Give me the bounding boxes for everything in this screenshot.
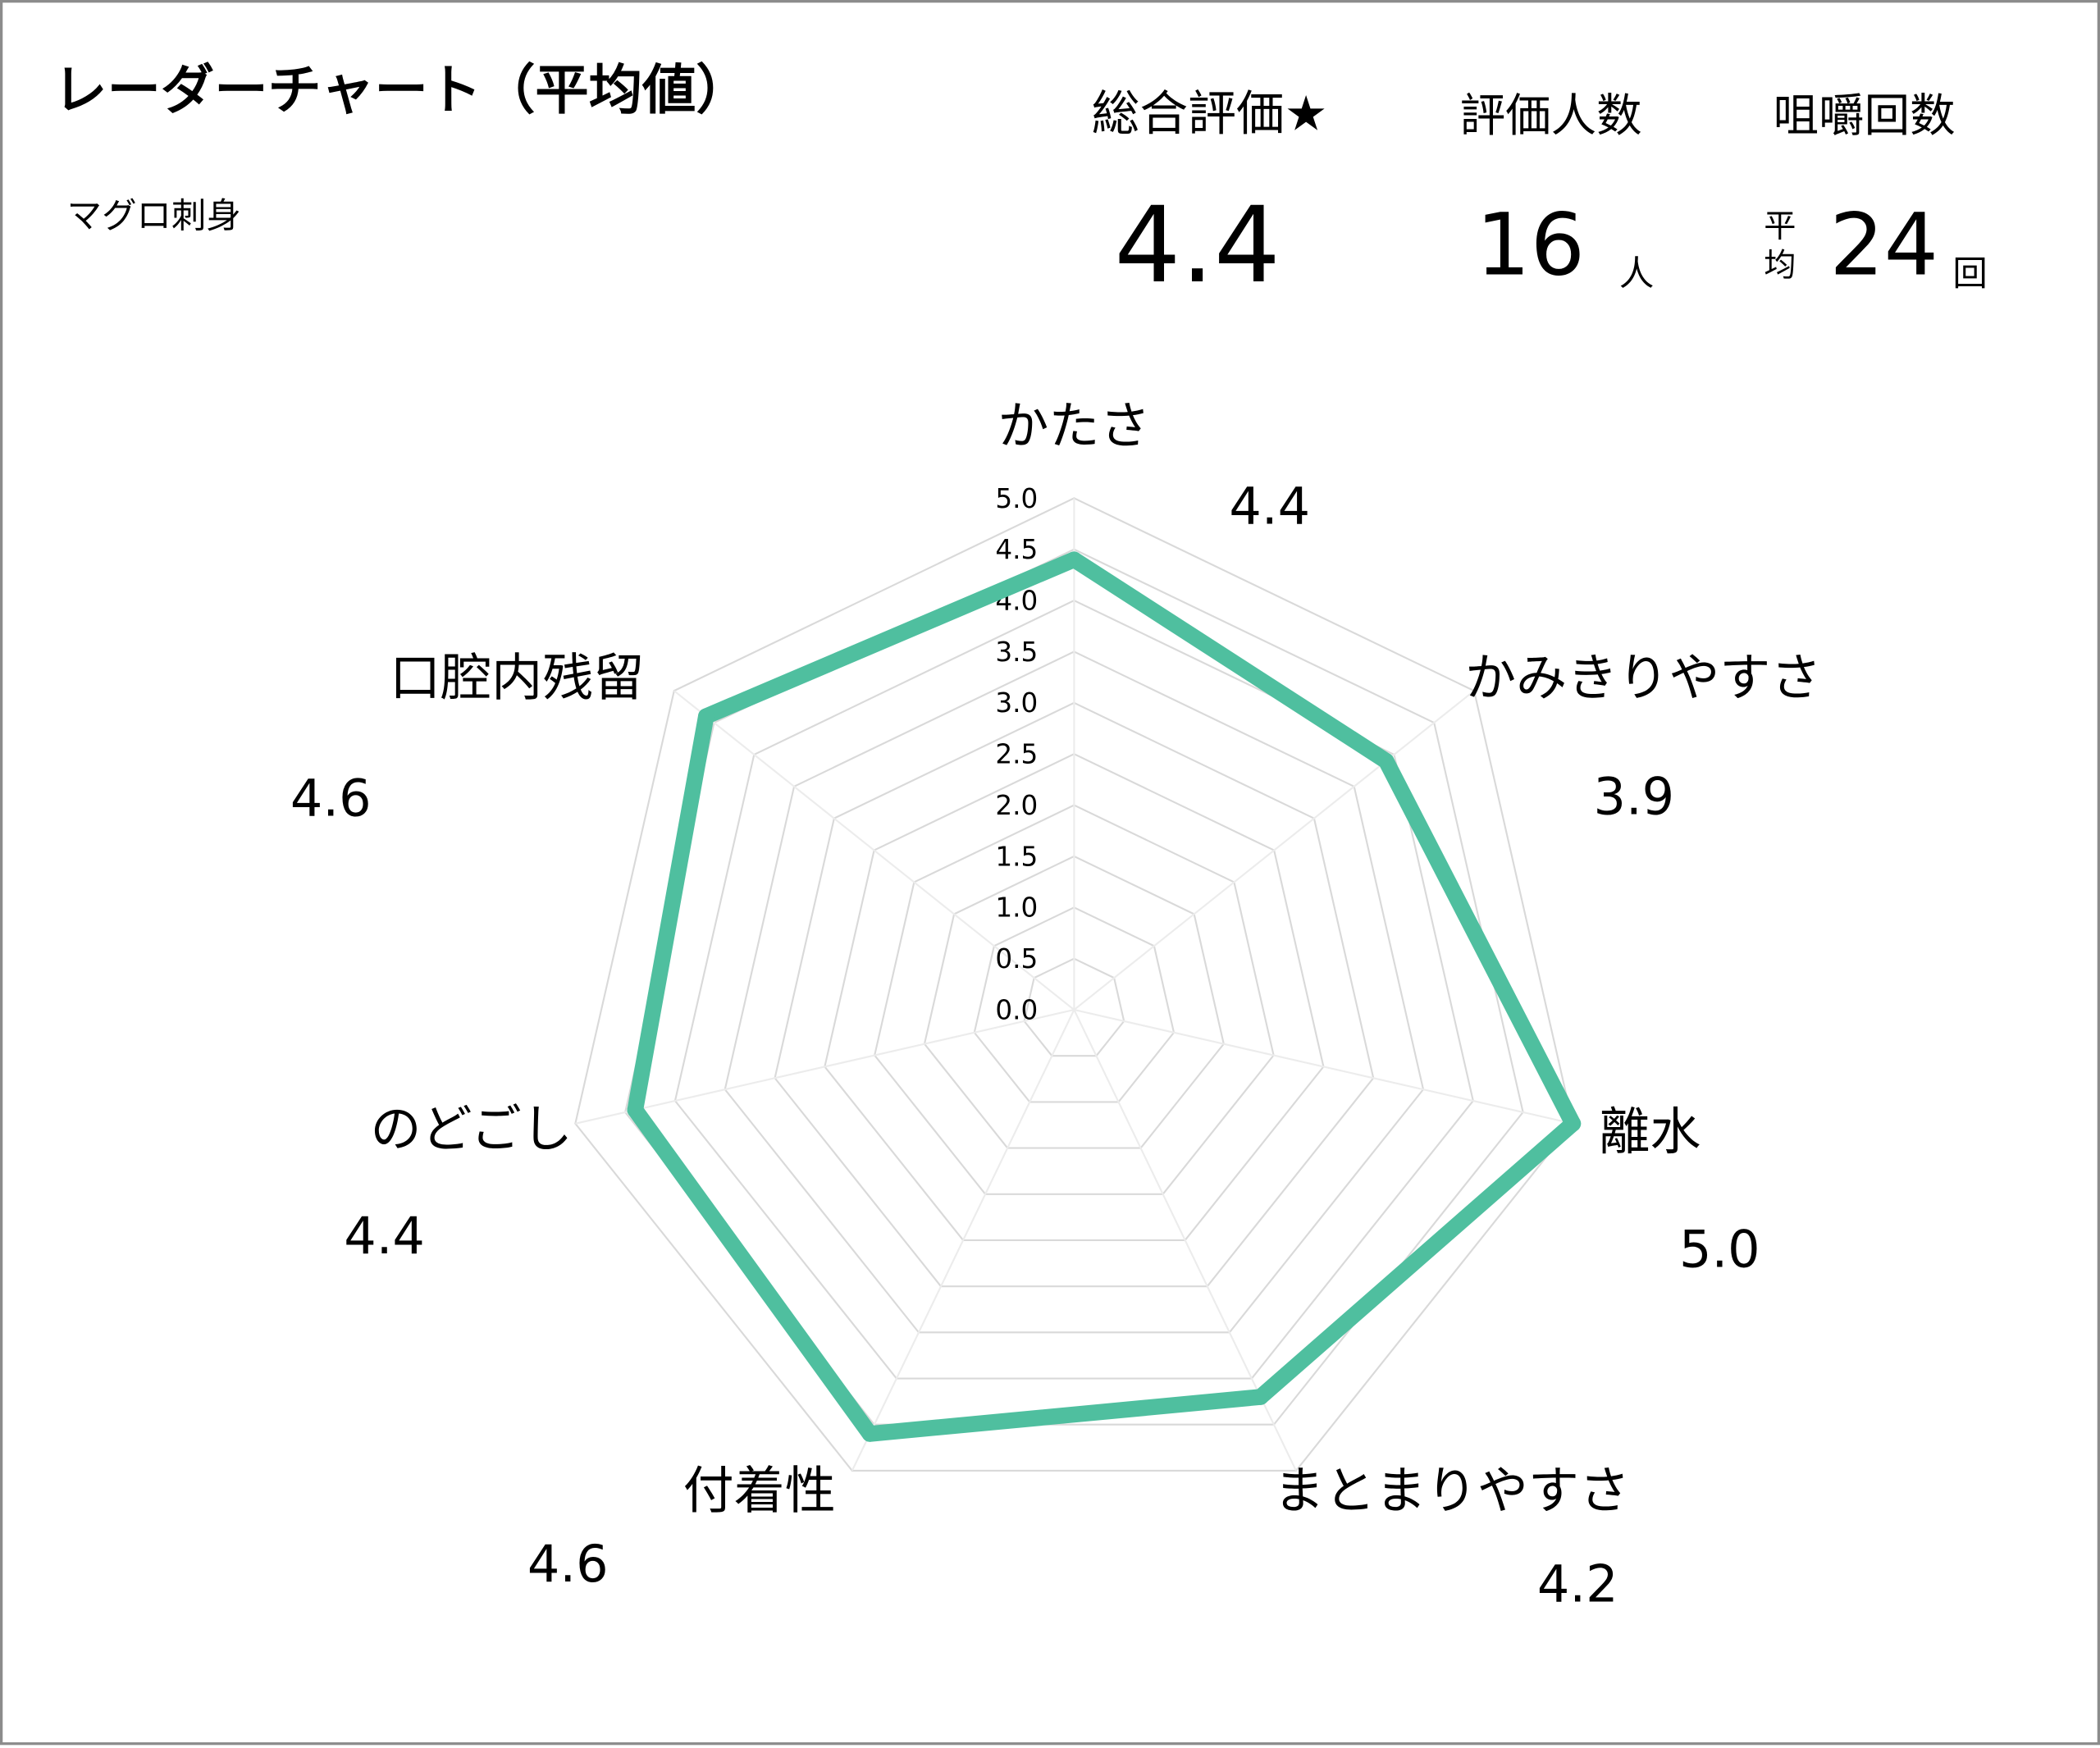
data-point [697, 708, 714, 725]
chews-prefix-1: 平 [1764, 208, 1796, 245]
grid-ring [574, 497, 1574, 1472]
category-label: 離水 [1599, 1102, 1701, 1162]
value-label: 3.9 [1594, 767, 1675, 827]
tick-label: 4.5 [995, 534, 1038, 565]
chews-unit: 回 [1952, 254, 1988, 295]
tick-label: 5.0 [995, 483, 1038, 514]
grid-ring [774, 701, 1375, 1288]
chews-label: 咀嚼回数 [1773, 89, 1956, 144]
data-point [1066, 551, 1083, 568]
category-label: 口腔内残留 [390, 647, 644, 707]
axis-spoke [1074, 1008, 1573, 1125]
tick-label: 2.5 [995, 739, 1038, 770]
category-label: のどごし [371, 1099, 573, 1159]
data-point [1564, 1116, 1582, 1132]
value-label: 5.0 [1679, 1219, 1760, 1279]
value-label: 4.4 [1229, 476, 1310, 536]
chews-prefix-2: 均 [1764, 246, 1796, 285]
grid-ring [724, 650, 1425, 1334]
axis-spoke [1073, 690, 1475, 1011]
grid-ring [824, 753, 1325, 1242]
tick-label: 0.0 [995, 994, 1038, 1025]
raters-unit: 人 [1618, 254, 1655, 295]
grid-ring [973, 906, 1176, 1103]
category-label: 付着性 [683, 1460, 836, 1520]
series-line [627, 551, 1582, 1442]
value-label: 4.2 [1537, 1554, 1618, 1614]
tick-label: 1.0 [995, 892, 1038, 924]
overall-rating-value: 4.4 [1114, 185, 1281, 307]
category-label: かたさ [998, 395, 1150, 455]
data-point [1377, 752, 1395, 769]
category-label: まとまりやすさ [1274, 1460, 1630, 1520]
raters-label: 評価人数 [1459, 89, 1642, 144]
value-label: 4.6 [527, 1534, 609, 1594]
data-point [627, 1102, 644, 1118]
data-point [1252, 1389, 1269, 1405]
chews-value: 24 [1829, 196, 1939, 296]
grid-ring [874, 804, 1275, 1195]
axis-spoke [851, 1009, 1075, 1472]
axis-spoke [673, 690, 1075, 1011]
grid-ring [923, 855, 1225, 1149]
chart-subtitle: マグロ刺身 [66, 196, 241, 237]
grid-ring [1023, 957, 1125, 1057]
tick-label: 1.5 [995, 841, 1038, 872]
tick-label: 3.0 [995, 687, 1038, 719]
data-point [861, 1426, 879, 1442]
overall-rating-label: 総合評価★ [1091, 87, 1328, 143]
value-label: 4.4 [344, 1206, 425, 1266]
category-label: かみきりやすさ [1465, 647, 1821, 707]
axis-spoke [575, 1008, 1075, 1125]
tick-label: 0.5 [995, 943, 1038, 974]
tick-label: 3.5 [995, 637, 1038, 668]
raters-value: 16 [1476, 196, 1586, 296]
chart-title: レーダーチャート（平均値） [53, 60, 750, 122]
tick-label: 2.0 [995, 790, 1038, 821]
value-label: 4.6 [290, 768, 372, 828]
